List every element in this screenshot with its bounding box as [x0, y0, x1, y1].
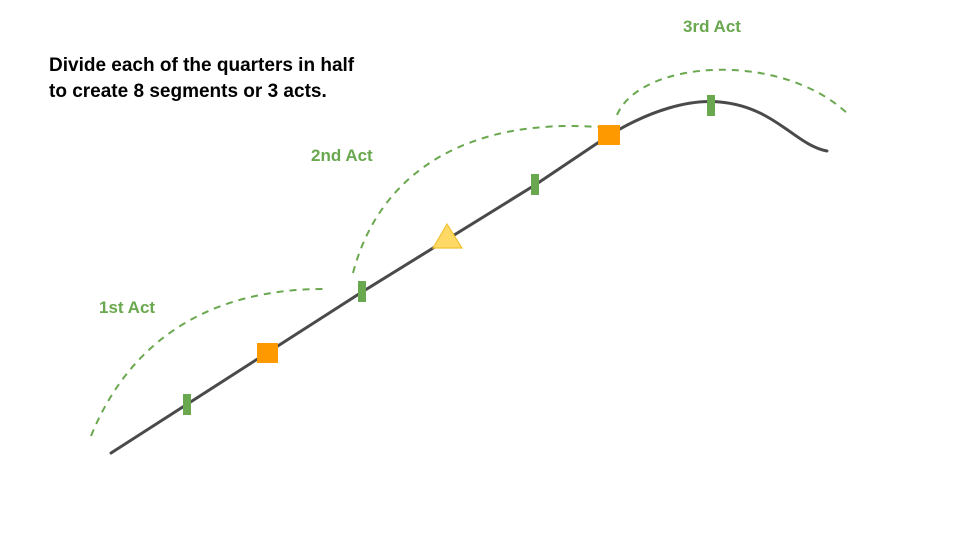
quarter-marker: [257, 343, 278, 363]
segment-tick: [707, 95, 715, 116]
story-line: [109, 100, 829, 455]
segment-tick: [531, 174, 539, 195]
act-3-arc: [616, 68, 849, 116]
segment-tick: [183, 394, 191, 415]
quarter-marker: [598, 125, 620, 145]
instruction-line-1: Divide each of the quarters in half: [49, 55, 355, 76]
act-2-label: 2nd Act: [311, 146, 373, 165]
act-1-label: 1st Act: [99, 298, 156, 317]
segment-tick: [358, 281, 366, 302]
instruction-line-2: to create 8 segments or 3 acts.: [49, 81, 327, 102]
midpoint-marker: [431, 222, 464, 249]
instruction-text: Divide each of the quarters in half to c…: [49, 53, 354, 105]
act-1-arc: [90, 287, 329, 437]
act-2-arc: [352, 125, 599, 274]
act-3-label: 3rd Act: [683, 17, 741, 36]
